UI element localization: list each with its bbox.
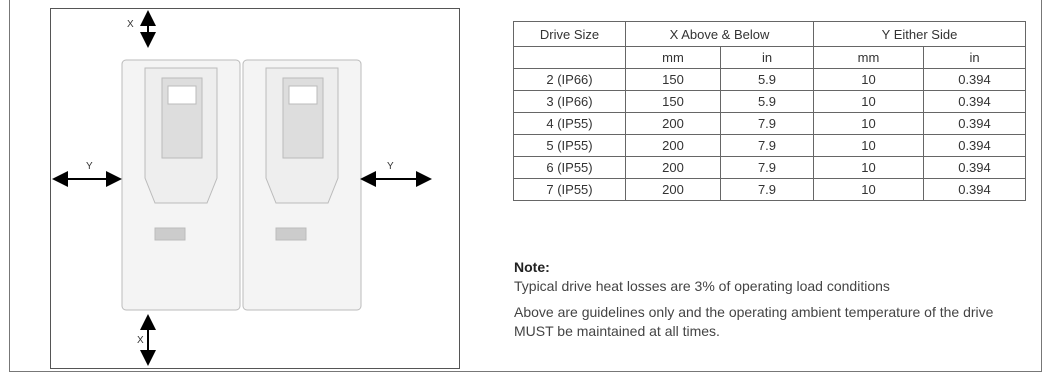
table-cell: 5.9 [721, 69, 814, 91]
header-cell: X Above & Below [626, 22, 814, 47]
note-line: Above are guidelines only and the operat… [514, 303, 1034, 341]
table-cell: 10 [814, 69, 924, 91]
table-cell: 150 [626, 69, 721, 91]
table-cell: 200 [626, 179, 721, 201]
table-cell: 3 (IP66) [514, 91, 626, 113]
dim-label: X [137, 335, 144, 346]
table-cell: 5.9 [721, 91, 814, 113]
header-cell: Drive Size [514, 22, 626, 47]
table-cell: 4 (IP55) [514, 113, 626, 135]
table-cell: 2 (IP66) [514, 69, 626, 91]
table-cell: 0.394 [924, 157, 1026, 179]
note: Note: Typical drive heat losses are 3% o… [514, 258, 1034, 348]
dim-label: Y [387, 161, 394, 172]
table-cell: 7.9 [721, 135, 814, 157]
unit-cell: in [924, 47, 1026, 69]
table-cell: 7 (IP55) [514, 179, 626, 201]
clearance-diagram: X Y Y X [50, 8, 460, 369]
table-cell: 0.394 [924, 69, 1026, 91]
table-cell: 0.394 [924, 113, 1026, 135]
header-cell: Y Either Side [814, 22, 1026, 47]
note-title: Note: [514, 258, 1034, 277]
table-cell: 10 [814, 91, 924, 113]
empty-cell [514, 47, 626, 69]
subheader-row: mm in mm in [514, 47, 1026, 69]
table-cell: 200 [626, 113, 721, 135]
note-line: Typical drive heat losses are 3% of oper… [514, 277, 1034, 296]
table-cell: 10 [814, 113, 924, 135]
unit-cell: in [721, 47, 814, 69]
unit-cell: mm [814, 47, 924, 69]
table-cell: 0.394 [924, 135, 1026, 157]
table-cell: 0.394 [924, 179, 1026, 201]
dim-label: Y [86, 161, 93, 172]
dim-label: X [127, 19, 134, 30]
table-cell: 200 [626, 135, 721, 157]
header-row: Drive Size X Above & Below Y Either Side [514, 22, 1026, 47]
table-cell: 10 [814, 157, 924, 179]
table-cell: 5 (IP55) [514, 135, 626, 157]
table-cell: 150 [626, 91, 721, 113]
clearance-table: Drive Size X Above & Below Y Either Side… [513, 21, 1026, 201]
table-cell: 6 (IP55) [514, 157, 626, 179]
table-cell: 10 [814, 179, 924, 201]
table-cell: 7.9 [721, 157, 814, 179]
unit-cell: mm [626, 47, 721, 69]
table-cell: 0.394 [924, 91, 1026, 113]
table-cell: 200 [626, 157, 721, 179]
table-cell: 7.9 [721, 113, 814, 135]
table-cell: 10 [814, 135, 924, 157]
table-cell: 7.9 [721, 179, 814, 201]
